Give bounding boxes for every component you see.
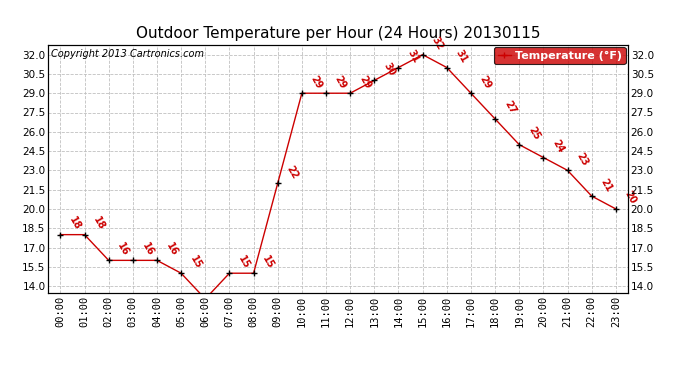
Text: 16: 16: [140, 241, 155, 258]
Text: 22: 22: [285, 164, 300, 180]
Text: 31: 31: [454, 48, 469, 65]
Text: 21: 21: [599, 177, 614, 193]
Text: 15: 15: [261, 254, 276, 270]
Text: 15: 15: [188, 254, 204, 270]
Text: 31: 31: [406, 48, 421, 65]
Text: 15: 15: [237, 254, 252, 270]
Text: 29: 29: [333, 74, 348, 90]
Text: 23: 23: [575, 151, 590, 168]
Text: 18: 18: [68, 215, 83, 232]
Text: Copyright 2013 Cartronics.com: Copyright 2013 Cartronics.com: [51, 49, 204, 59]
Text: 29: 29: [357, 74, 373, 90]
Text: 32: 32: [430, 35, 445, 52]
Text: 29: 29: [309, 74, 324, 90]
Text: 24: 24: [551, 138, 566, 155]
Title: Outdoor Temperature per Hour (24 Hours) 20130115: Outdoor Temperature per Hour (24 Hours) …: [136, 26, 540, 41]
Text: 30: 30: [382, 61, 397, 78]
Text: 29: 29: [478, 74, 493, 90]
Text: 25: 25: [526, 125, 542, 142]
Text: 16: 16: [164, 241, 179, 258]
Text: 13: 13: [0, 374, 1, 375]
Text: 18: 18: [92, 215, 107, 232]
Legend: Temperature (°F): Temperature (°F): [494, 47, 626, 64]
Text: 16: 16: [116, 241, 131, 258]
Text: 20: 20: [623, 189, 638, 206]
Text: 27: 27: [502, 99, 518, 116]
